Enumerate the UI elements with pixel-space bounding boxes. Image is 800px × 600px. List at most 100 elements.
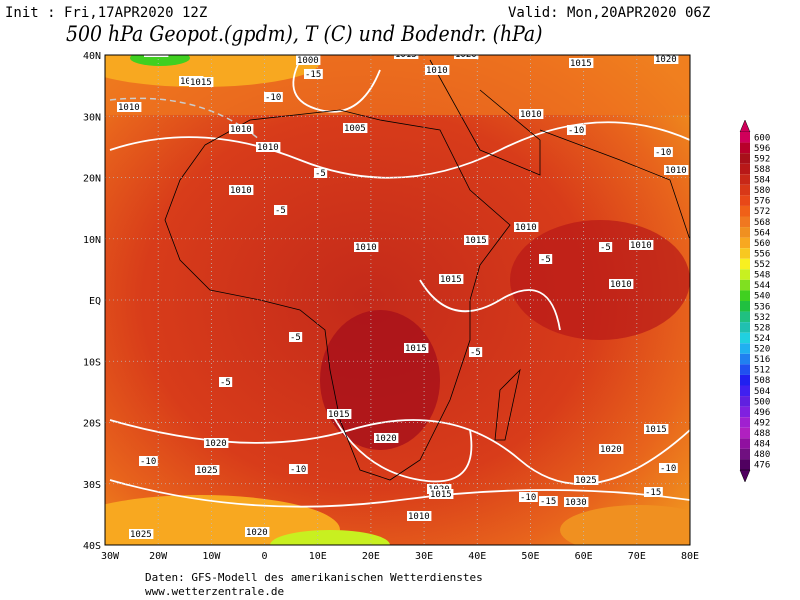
contour-label-box bbox=[425, 65, 450, 75]
colorbar-swatch bbox=[740, 132, 750, 143]
contour-label: 1010 bbox=[630, 241, 652, 251]
colorbar-swatch bbox=[740, 364, 750, 375]
colorbar-label: 580 bbox=[754, 186, 770, 196]
contour-label-box bbox=[469, 347, 483, 357]
contour-label-box bbox=[407, 511, 432, 521]
colorbar-label: 584 bbox=[754, 176, 770, 186]
contour-label-box bbox=[394, 55, 419, 59]
contour-label-box bbox=[117, 102, 142, 112]
contour-label: -10 bbox=[660, 464, 676, 474]
colorbar-swatch bbox=[740, 279, 750, 291]
colorbar-label: 476 bbox=[754, 461, 770, 471]
valid-time: Valid: Mon,20APR2020 06Z bbox=[508, 5, 710, 21]
colorbar-swatch bbox=[740, 205, 750, 217]
contour-label: 1025 bbox=[130, 530, 152, 540]
contour-label: 1010 bbox=[665, 166, 687, 176]
contour-label-box bbox=[256, 142, 281, 152]
contour-label-box bbox=[289, 332, 303, 342]
colorbar-label: 480 bbox=[754, 450, 770, 460]
colorbar-label: 520 bbox=[754, 345, 770, 355]
colorbar-label: 600 bbox=[754, 133, 770, 143]
contour-label-box bbox=[144, 55, 169, 57]
map-frame bbox=[104, 54, 691, 546]
contour-label: 1025 bbox=[196, 466, 218, 476]
contour-label: 1015 bbox=[430, 490, 452, 500]
contour-label: 1005 bbox=[145, 48, 167, 58]
contour-label: 1010 bbox=[230, 186, 252, 196]
contour-label-box bbox=[609, 279, 634, 289]
contour-label: -15 bbox=[540, 497, 556, 507]
lat-label: 10S bbox=[83, 357, 101, 368]
data-source: Daten: GFS-Modell des amerikanischen Wet… bbox=[145, 571, 483, 584]
lat-label: 20N bbox=[83, 174, 101, 185]
contour-label: 1000 bbox=[297, 56, 319, 66]
colorbar-label: 572 bbox=[754, 207, 770, 217]
contour-label-box bbox=[245, 527, 270, 537]
contour-label-box bbox=[327, 409, 352, 419]
contour-label: 1020 bbox=[375, 434, 397, 444]
colorbar-swatch bbox=[740, 438, 750, 449]
colorbar-swatch bbox=[740, 142, 750, 154]
contour-label-box bbox=[569, 58, 594, 68]
contour-label: -10 bbox=[140, 457, 156, 467]
contour-label-box bbox=[464, 235, 489, 245]
colorbar-swatch bbox=[740, 163, 750, 175]
contour-label-box bbox=[289, 464, 308, 474]
contour-label-box bbox=[229, 124, 254, 134]
contour-label: 1010 bbox=[355, 243, 377, 253]
colorbar-swatch bbox=[740, 406, 750, 418]
contour-label: -5 bbox=[600, 243, 611, 253]
contour-label: 1010 bbox=[408, 512, 430, 522]
lon-label: 10E bbox=[309, 551, 327, 562]
init-time: Init : Fri,17APR2020 12Z bbox=[5, 5, 207, 21]
colorbar-label: 496 bbox=[754, 408, 770, 418]
contour-label: 1015 bbox=[465, 236, 487, 246]
contour-label: 1030 bbox=[565, 498, 587, 508]
contour-label: 1020 bbox=[455, 50, 477, 60]
contour-label: 1010 bbox=[118, 103, 140, 113]
colorbar-swatch bbox=[740, 227, 750, 238]
contour-label: -15 bbox=[305, 70, 321, 80]
colorbar-label: 524 bbox=[754, 334, 770, 344]
lat-label: EQ bbox=[89, 296, 101, 307]
colorbar-swatch bbox=[740, 153, 750, 164]
colorbar-label: 556 bbox=[754, 249, 770, 259]
contour-label: -5 bbox=[220, 378, 231, 388]
lon-label: 0 bbox=[262, 551, 268, 562]
contour-label-box bbox=[343, 123, 368, 133]
contour-label: 1020 bbox=[246, 528, 268, 538]
colorbar-label: 544 bbox=[754, 281, 770, 291]
contour-label: 1010 bbox=[230, 125, 252, 135]
colorbar-swatch bbox=[740, 269, 750, 280]
contour-label-box bbox=[304, 69, 323, 79]
contour-label-box bbox=[229, 185, 254, 195]
colorbar-swatch bbox=[740, 353, 750, 365]
colorbar-bottom-arrow bbox=[739, 469, 751, 483]
contour-label: 1015 bbox=[440, 275, 462, 285]
contour-label: 1010 bbox=[426, 66, 448, 76]
lat-label: 30S bbox=[83, 480, 101, 491]
contour-label-box bbox=[439, 274, 464, 284]
lat-label: 20S bbox=[83, 419, 101, 430]
contour-label-box bbox=[654, 147, 673, 157]
contour-label: 1025 bbox=[575, 476, 597, 486]
contour-label: -10 bbox=[265, 93, 281, 103]
colorbar-swatch bbox=[740, 448, 750, 460]
colorbar-label: 516 bbox=[754, 355, 770, 365]
contour-label: 1010 bbox=[610, 280, 632, 290]
contour-label-box bbox=[354, 242, 379, 252]
colorbar-swatch bbox=[740, 301, 750, 312]
colorbar-label: 576 bbox=[754, 197, 770, 207]
contour-label-box bbox=[519, 109, 544, 119]
contour-label: 1015 bbox=[395, 50, 417, 60]
colorbar-swatch bbox=[740, 385, 750, 397]
colorbar-swatch bbox=[740, 237, 750, 249]
colorbar-label: 596 bbox=[754, 144, 770, 154]
colorbar-label: 492 bbox=[754, 418, 770, 428]
lon-label: 60E bbox=[575, 551, 593, 562]
contour-label-box bbox=[219, 377, 233, 387]
contour-label-box bbox=[564, 497, 589, 507]
contour-label: 1020 bbox=[205, 439, 227, 449]
colorbar-label: 592 bbox=[754, 154, 770, 164]
colorbar-label: 540 bbox=[754, 292, 770, 302]
